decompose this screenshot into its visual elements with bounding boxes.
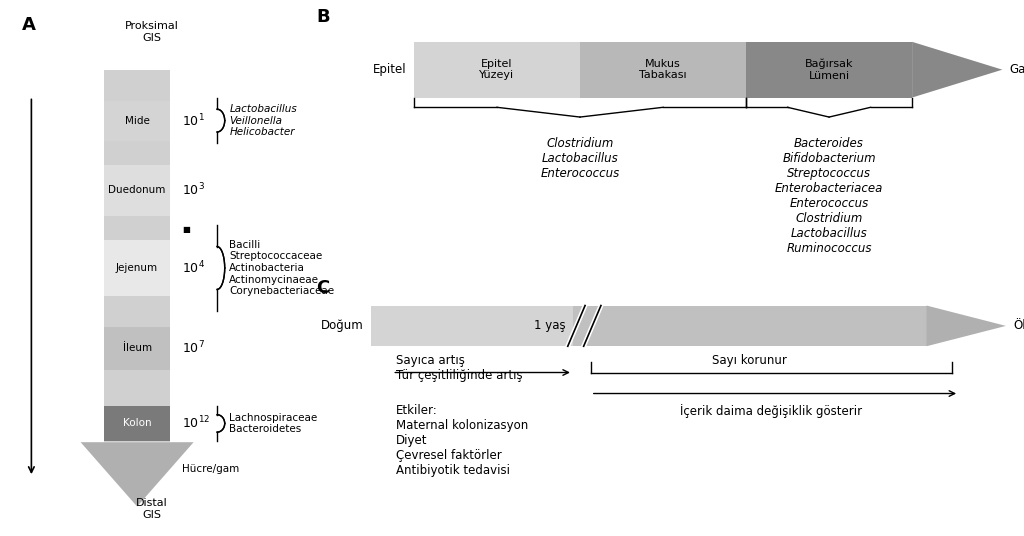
Text: B: B <box>316 9 330 26</box>
Text: A: A <box>23 16 36 34</box>
Text: Gaita: Gaita <box>1010 63 1024 76</box>
Text: Epitel: Epitel <box>373 63 407 76</box>
Polygon shape <box>746 42 912 98</box>
Text: $10^{1}$: $10^{1}$ <box>182 113 205 129</box>
Text: $10^{4}$: $10^{4}$ <box>182 260 206 276</box>
Text: Sayı korunur: Sayı korunur <box>713 354 787 367</box>
Text: Lachnospiraceae
Bacteroidetes: Lachnospiraceae Bacteroidetes <box>229 413 317 434</box>
Polygon shape <box>927 306 1006 346</box>
Text: 1 yaş: 1 yaş <box>534 319 565 332</box>
Text: Bacteroides
Bifidobacterium
Streptococcus
Enterobacteriacea
Enterococcus
Clostri: Bacteroides Bifidobacterium Streptococcu… <box>775 137 884 255</box>
Polygon shape <box>371 306 572 346</box>
Text: Ölüm: Ölüm <box>1013 319 1024 332</box>
Text: Mide: Mide <box>125 116 150 125</box>
Text: Distal
GIS: Distal GIS <box>136 498 168 520</box>
Text: Duedonum: Duedonum <box>109 185 166 195</box>
Text: Proksimal
GIS: Proksimal GIS <box>125 21 179 43</box>
Bar <box>103 327 170 370</box>
Text: Etkiler:
Maternal kolonizasyon
Diyet
Çevresel faktörler
Antibiyotik tedavisi: Etkiler: Maternal kolonizasyon Diyet Çev… <box>396 404 528 477</box>
Text: Bağırsak
Lümeni: Bağırsak Lümeni <box>805 58 853 81</box>
Bar <box>103 165 170 216</box>
Bar <box>103 101 170 140</box>
Text: $10^{3}$: $10^{3}$ <box>182 182 206 198</box>
Text: $10^{12}$: $10^{12}$ <box>182 415 211 431</box>
Bar <box>103 240 170 296</box>
Text: ■: ■ <box>182 225 190 234</box>
Text: İleum: İleum <box>123 344 152 353</box>
Polygon shape <box>414 42 580 98</box>
Polygon shape <box>103 70 170 442</box>
Text: Lactobacillus
Veillonella
Helicobacter: Lactobacillus Veillonella Helicobacter <box>229 104 297 137</box>
Text: Doğum: Doğum <box>321 319 364 332</box>
Bar <box>103 406 170 441</box>
Text: Kolon: Kolon <box>123 419 152 428</box>
Polygon shape <box>912 42 1002 98</box>
Text: $10^{7}$: $10^{7}$ <box>182 340 206 356</box>
Polygon shape <box>572 306 927 346</box>
Text: Sayıca artış
Tür çeşitliliğinde artış: Sayıca artış Tür çeşitliliğinde artış <box>396 354 522 382</box>
Text: Epitel
Yüzeyi: Epitel Yüzeyi <box>479 59 515 80</box>
Text: Mukus
Tabakası: Mukus Tabakası <box>639 59 687 80</box>
Polygon shape <box>81 442 194 507</box>
Text: Bacilli
Streptococcaceae
Actinobacteria
Actinomycinaeae
Corynebacteriaceae: Bacilli Streptococcaceae Actinobacteria … <box>229 240 335 296</box>
Polygon shape <box>580 42 746 98</box>
Text: Jejenum: Jejenum <box>116 263 158 273</box>
Text: C: C <box>316 279 330 296</box>
Text: Hücre/gam: Hücre/gam <box>182 464 240 474</box>
Text: Clostridium
Lactobacillus
Enterococcus: Clostridium Lactobacillus Enterococcus <box>541 137 620 180</box>
Text: İçerik daima değişiklik gösterir: İçerik daima değişiklik gösterir <box>680 404 862 418</box>
